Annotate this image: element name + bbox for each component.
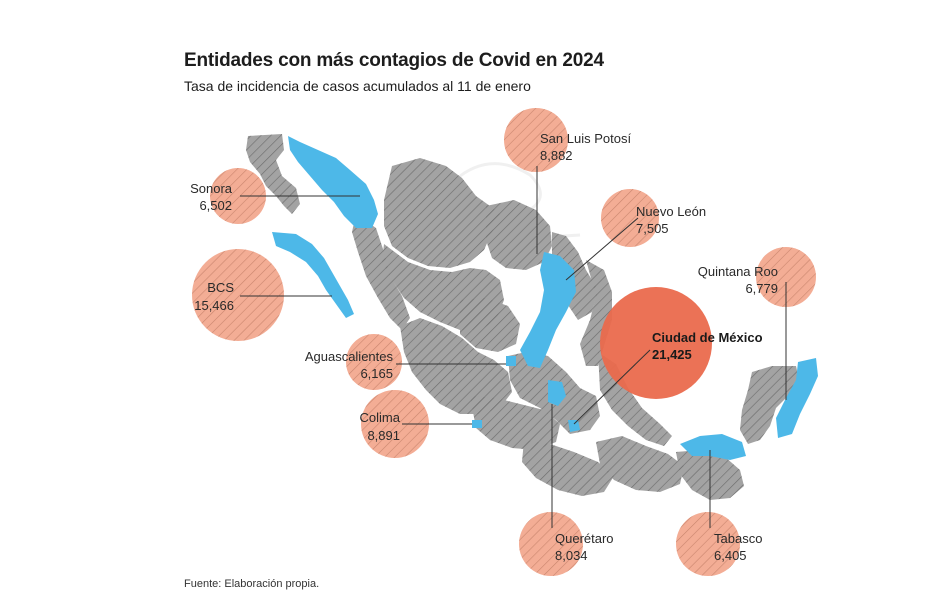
label-colima-value: 8,891: [367, 428, 400, 443]
label-tabasco-value: 6,405: [714, 548, 747, 563]
state-tabasco-highlight: [680, 434, 746, 460]
label-queretaro-name: Querétaro: [555, 531, 614, 546]
label-queretaro-value: 8,034: [555, 548, 588, 563]
labels: Sonora 6,502 BCS 15,466 Aguascalientes 6…: [190, 131, 778, 563]
label-cdmx-value: 21,425: [652, 347, 692, 362]
label-colima-name: Colima: [360, 410, 401, 425]
highlighted-states: [272, 136, 818, 460]
label-quintana-roo-name: Quintana Roo: [698, 264, 778, 279]
label-tabasco-name: Tabasco: [714, 531, 762, 546]
label-cdmx-name: Ciudad de México: [652, 330, 763, 345]
state-queretaro-highlight: [548, 380, 566, 406]
label-aguascalientes-name: Aguascalientes: [305, 349, 394, 364]
label-bcs-value: 15,466: [194, 298, 234, 313]
label-aguascalientes-value: 6,165: [360, 366, 393, 381]
land-hatch: [246, 134, 800, 500]
leader-lines: [240, 166, 787, 528]
label-slp-name: San Luis Potosí: [540, 131, 631, 146]
state-ags-highlight: [506, 356, 516, 366]
label-sonora-value: 6,502: [199, 198, 232, 213]
chart-subtitle: Tasa de incidencia de casos acumulados a…: [184, 78, 531, 94]
label-nuevo-leon-name: Nuevo León: [636, 204, 706, 219]
state-qroo-highlight: [776, 358, 818, 438]
state-colima-highlight: [472, 420, 482, 428]
label-quintana-roo-value: 6,779: [745, 281, 778, 296]
label-nuevo-leon-value: 7,505: [636, 221, 669, 236]
chart-title: Entidades con más contagios de Covid en …: [184, 50, 604, 71]
state-slp-highlight: [520, 252, 576, 368]
label-bcs-name: BCS: [207, 280, 234, 295]
state-cdmx-highlight: [568, 420, 580, 432]
state-bcs-highlight: [272, 232, 354, 318]
label-sonora-name: Sonora: [190, 181, 233, 196]
source-note: Fuente: Elaboración propia.: [184, 578, 320, 590]
bubble-hatch: [192, 108, 816, 576]
state-sonora-highlight: [288, 136, 378, 228]
label-slp-value: 8,882: [540, 148, 573, 163]
